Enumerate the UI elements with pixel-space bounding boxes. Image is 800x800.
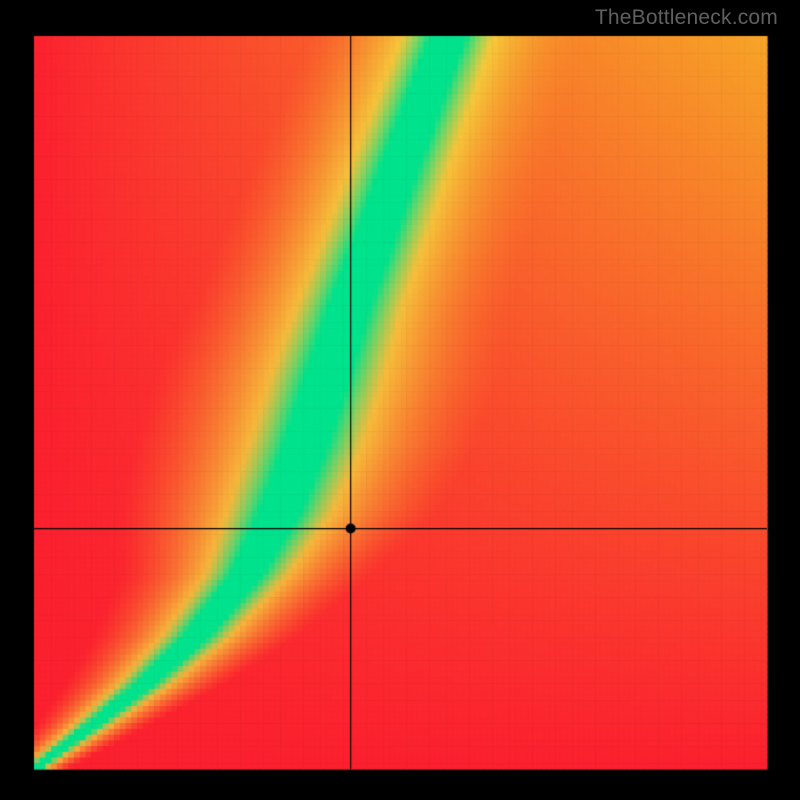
watermark-text: TheBottleneck.com [595,6,778,30]
heatmap-canvas [0,0,800,800]
plot-container [0,0,800,800]
